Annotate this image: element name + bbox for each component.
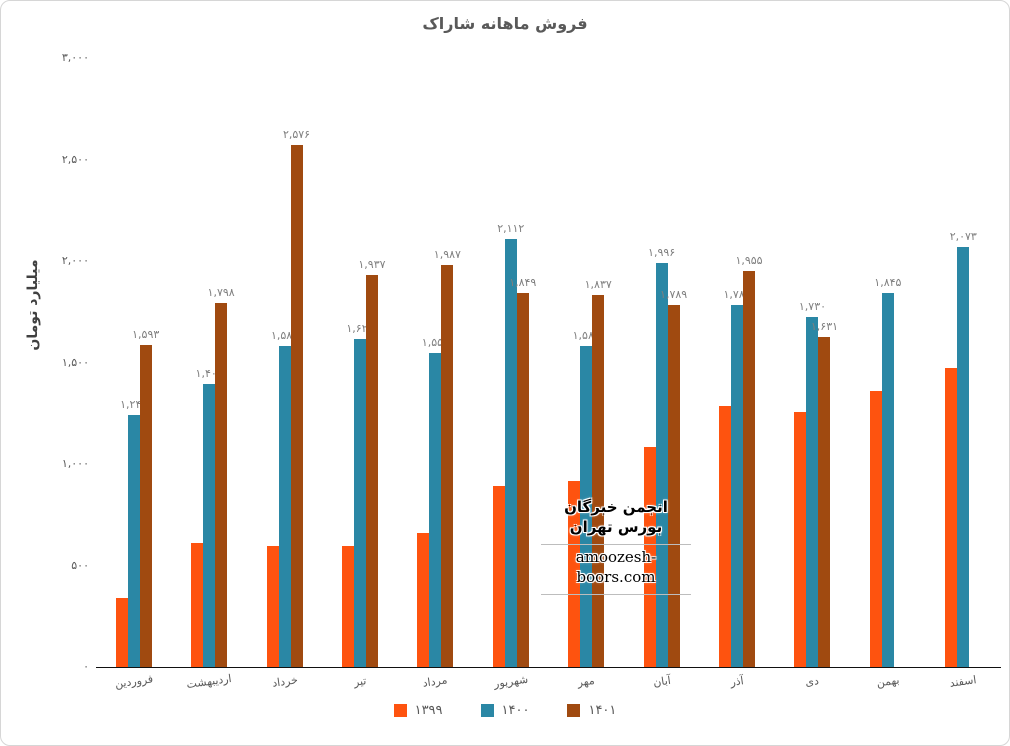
- bar-۱۴۰۱-اردیبهشت: [215, 303, 228, 668]
- plot-area: ۱,۲۴۷ ۱,۵۹۳ ۱,۴۰۱ ۱,۷۹۸ ۱,۵۸۶ ۲,۵۷۶ ۱,۶۲۰ ۱,۹۳۷…: [96, 59, 1001, 668]
- bar-value-label: ۱,۷۹۸: [207, 286, 235, 299]
- bar-value-label: ۱,۴۰۱: [195, 366, 223, 380]
- bar-۱۳۹۹-خرداد: [266, 546, 279, 668]
- bar-۱۴۰۰-آبان: [655, 262, 668, 668]
- legend-label: ۱۴۰۰: [501, 703, 530, 718]
- bar-value-label: ۱,۷۳۰: [798, 299, 827, 313]
- x-tick-label-شهریور: شهریور: [492, 672, 529, 691]
- bar-۱۴۰۰-بهمن: [881, 293, 894, 668]
- bar-۱۴۰۱-مهر: [592, 295, 605, 668]
- bar-۱۴۰۰-آذر: [731, 305, 744, 668]
- bar-value-label: ۱,۶۳۱: [810, 319, 839, 333]
- bar-۱۳۹۹-مرداد: [417, 533, 430, 668]
- bar-۱۳۹۹-شهریور: [492, 486, 505, 668]
- legend-item-۱۴۰۰: ۱۴۰۰: [480, 703, 530, 718]
- bar-value-label: ۱,۹۵۵: [735, 254, 763, 268]
- bar-۱۴۰۱-مرداد: [441, 264, 454, 668]
- bar-۱۴۰۰-تیر: [353, 339, 366, 668]
- bar-۱۳۹۹-مهر: [568, 481, 581, 668]
- bar-۱۴۰۱-خرداد: [290, 145, 303, 668]
- x-tick-label-بهمن: بهمن: [875, 673, 901, 690]
- y-tick-label: ۲,۵۰۰: [61, 152, 89, 166]
- bar-۱۳۹۹-بهمن: [869, 390, 882, 668]
- bar-۱۴۰۱-تیر: [365, 274, 378, 668]
- bar-value-label: ۱,۵۵۳: [421, 335, 449, 349]
- bar-value-label: ۱,۵۸۶: [270, 329, 299, 343]
- bar-value-label: ۱,۲۴۷: [120, 397, 148, 411]
- bar-۱۳۹۹-آذر: [719, 406, 732, 668]
- watermark-url: amoozesh-boors.com: [575, 548, 657, 586]
- bar-value-label: ۱,۶۲۰: [346, 322, 374, 336]
- watermark-divider-top: [541, 544, 691, 545]
- watermark: انجمن خبرگان بورس تهران amoozesh-boors.c…: [541, 498, 691, 598]
- bar-value-label: ۱,۸۴۵: [874, 276, 902, 290]
- legend-item-۱۳۹۹: ۱۳۹۹: [393, 703, 443, 718]
- bar-value-label: ۱,۵۸۶: [572, 329, 600, 343]
- bar-۱۴۰۱-آذر: [743, 271, 756, 668]
- legend-swatch-icon: [393, 704, 407, 717]
- bar-value-label: ۱,۹۹۶: [648, 245, 676, 259]
- legend: ۱۳۹۹ ۱۴۰۰ ۱۴۰۱: [1, 703, 1009, 718]
- bar-value-label: ۱,۷۸۹: [660, 287, 688, 301]
- bar-۱۴۰۰-اسفند: [957, 247, 970, 668]
- y-tick-label: ۳,۰۰۰: [61, 51, 89, 64]
- x-tick-label-آذر: آذر: [729, 674, 745, 689]
- legend-swatch-icon: [567, 704, 581, 717]
- bar-۱۳۹۹-دی: [794, 412, 807, 668]
- x-tick-label-آبان: آبان: [652, 673, 672, 690]
- bar-۱۳۹۹-آبان: [643, 446, 656, 668]
- bar-value-label: ۱,۹۳۷: [358, 257, 386, 271]
- bar-۱۴۰۰-اردیبهشت: [203, 383, 216, 668]
- bar-۱۴۰۰-مهر: [580, 346, 593, 668]
- x-tick-label-دی: دی: [804, 674, 821, 689]
- bar-value-label: ۲,۱۱۲: [497, 222, 525, 236]
- x-axis-line: [96, 667, 1001, 668]
- bar-value-label: ۲,۰۷۳: [949, 230, 977, 244]
- chart-title: فروش ماهانه شاراک: [422, 14, 588, 33]
- bar-۱۴۰۱-شهریور: [516, 292, 529, 668]
- bar-value-label: ۲,۵۷۶: [282, 128, 311, 142]
- y-tick-label: ۵۰۰: [71, 558, 89, 572]
- watermark-title: انجمن خبرگان بورس تهران: [564, 498, 668, 536]
- x-tick-label-مهر: مهر: [576, 673, 596, 690]
- x-tick-label-اسفند: اسفند: [949, 673, 978, 690]
- bar-value-label: ۱,۷۸۶: [723, 288, 751, 302]
- x-tick-label-اردیبهشت: اردیبهشت: [185, 671, 233, 692]
- x-tick-label-فروردین: فروردین: [113, 672, 154, 691]
- y-tick-label: ۰: [83, 660, 89, 673]
- bar-۱۴۰۰-شهریور: [504, 239, 517, 668]
- bar-۱۳۹۹-اردیبهشت: [191, 543, 204, 668]
- x-tick-label-مرداد: مرداد: [422, 673, 449, 690]
- watermark-divider-bottom: [541, 594, 691, 595]
- legend-label: ۱۴۰۱: [588, 703, 617, 718]
- y-tick-label: ۲,۰۰۰: [61, 254, 89, 267]
- bar-value-label: ۱,۸۴۹: [509, 275, 537, 289]
- bar-value-label: ۱,۹۸۷: [433, 247, 461, 261]
- legend-label: ۱۳۹۹: [414, 703, 443, 718]
- y-tick-label: ۱,۰۰۰: [61, 457, 89, 470]
- bar-۱۳۹۹-تیر: [341, 546, 354, 668]
- bar-۱۴۰۰-دی: [806, 316, 819, 668]
- bar-value-label: ۱,۸۳۷: [584, 278, 612, 292]
- bar-۱۴۰۰-مرداد: [429, 352, 442, 668]
- bar-۱۴۰۱-فروردین: [139, 344, 152, 668]
- legend-swatch-icon: [480, 704, 494, 717]
- legend-item-۱۴۰۱: ۱۴۰۱: [567, 703, 616, 718]
- bar-۱۴۰۰-خرداد: [278, 346, 291, 668]
- bar-۱۳۹۹-اسفند: [945, 367, 958, 668]
- bar-۱۴۰۰-فروردین: [127, 414, 140, 668]
- x-tick-label-تیر: تیر: [352, 674, 368, 689]
- bar-۱۳۹۹-فروردین: [115, 597, 128, 668]
- bar-۱۴۰۱-دی: [818, 336, 831, 668]
- bar-۱۴۰۱-آبان: [667, 304, 680, 668]
- y-tick-label: ۱,۵۰۰: [61, 355, 89, 369]
- x-tick-label-خرداد: خرداد: [270, 673, 299, 690]
- bar-value-label: ۱,۵۹۳: [132, 327, 160, 341]
